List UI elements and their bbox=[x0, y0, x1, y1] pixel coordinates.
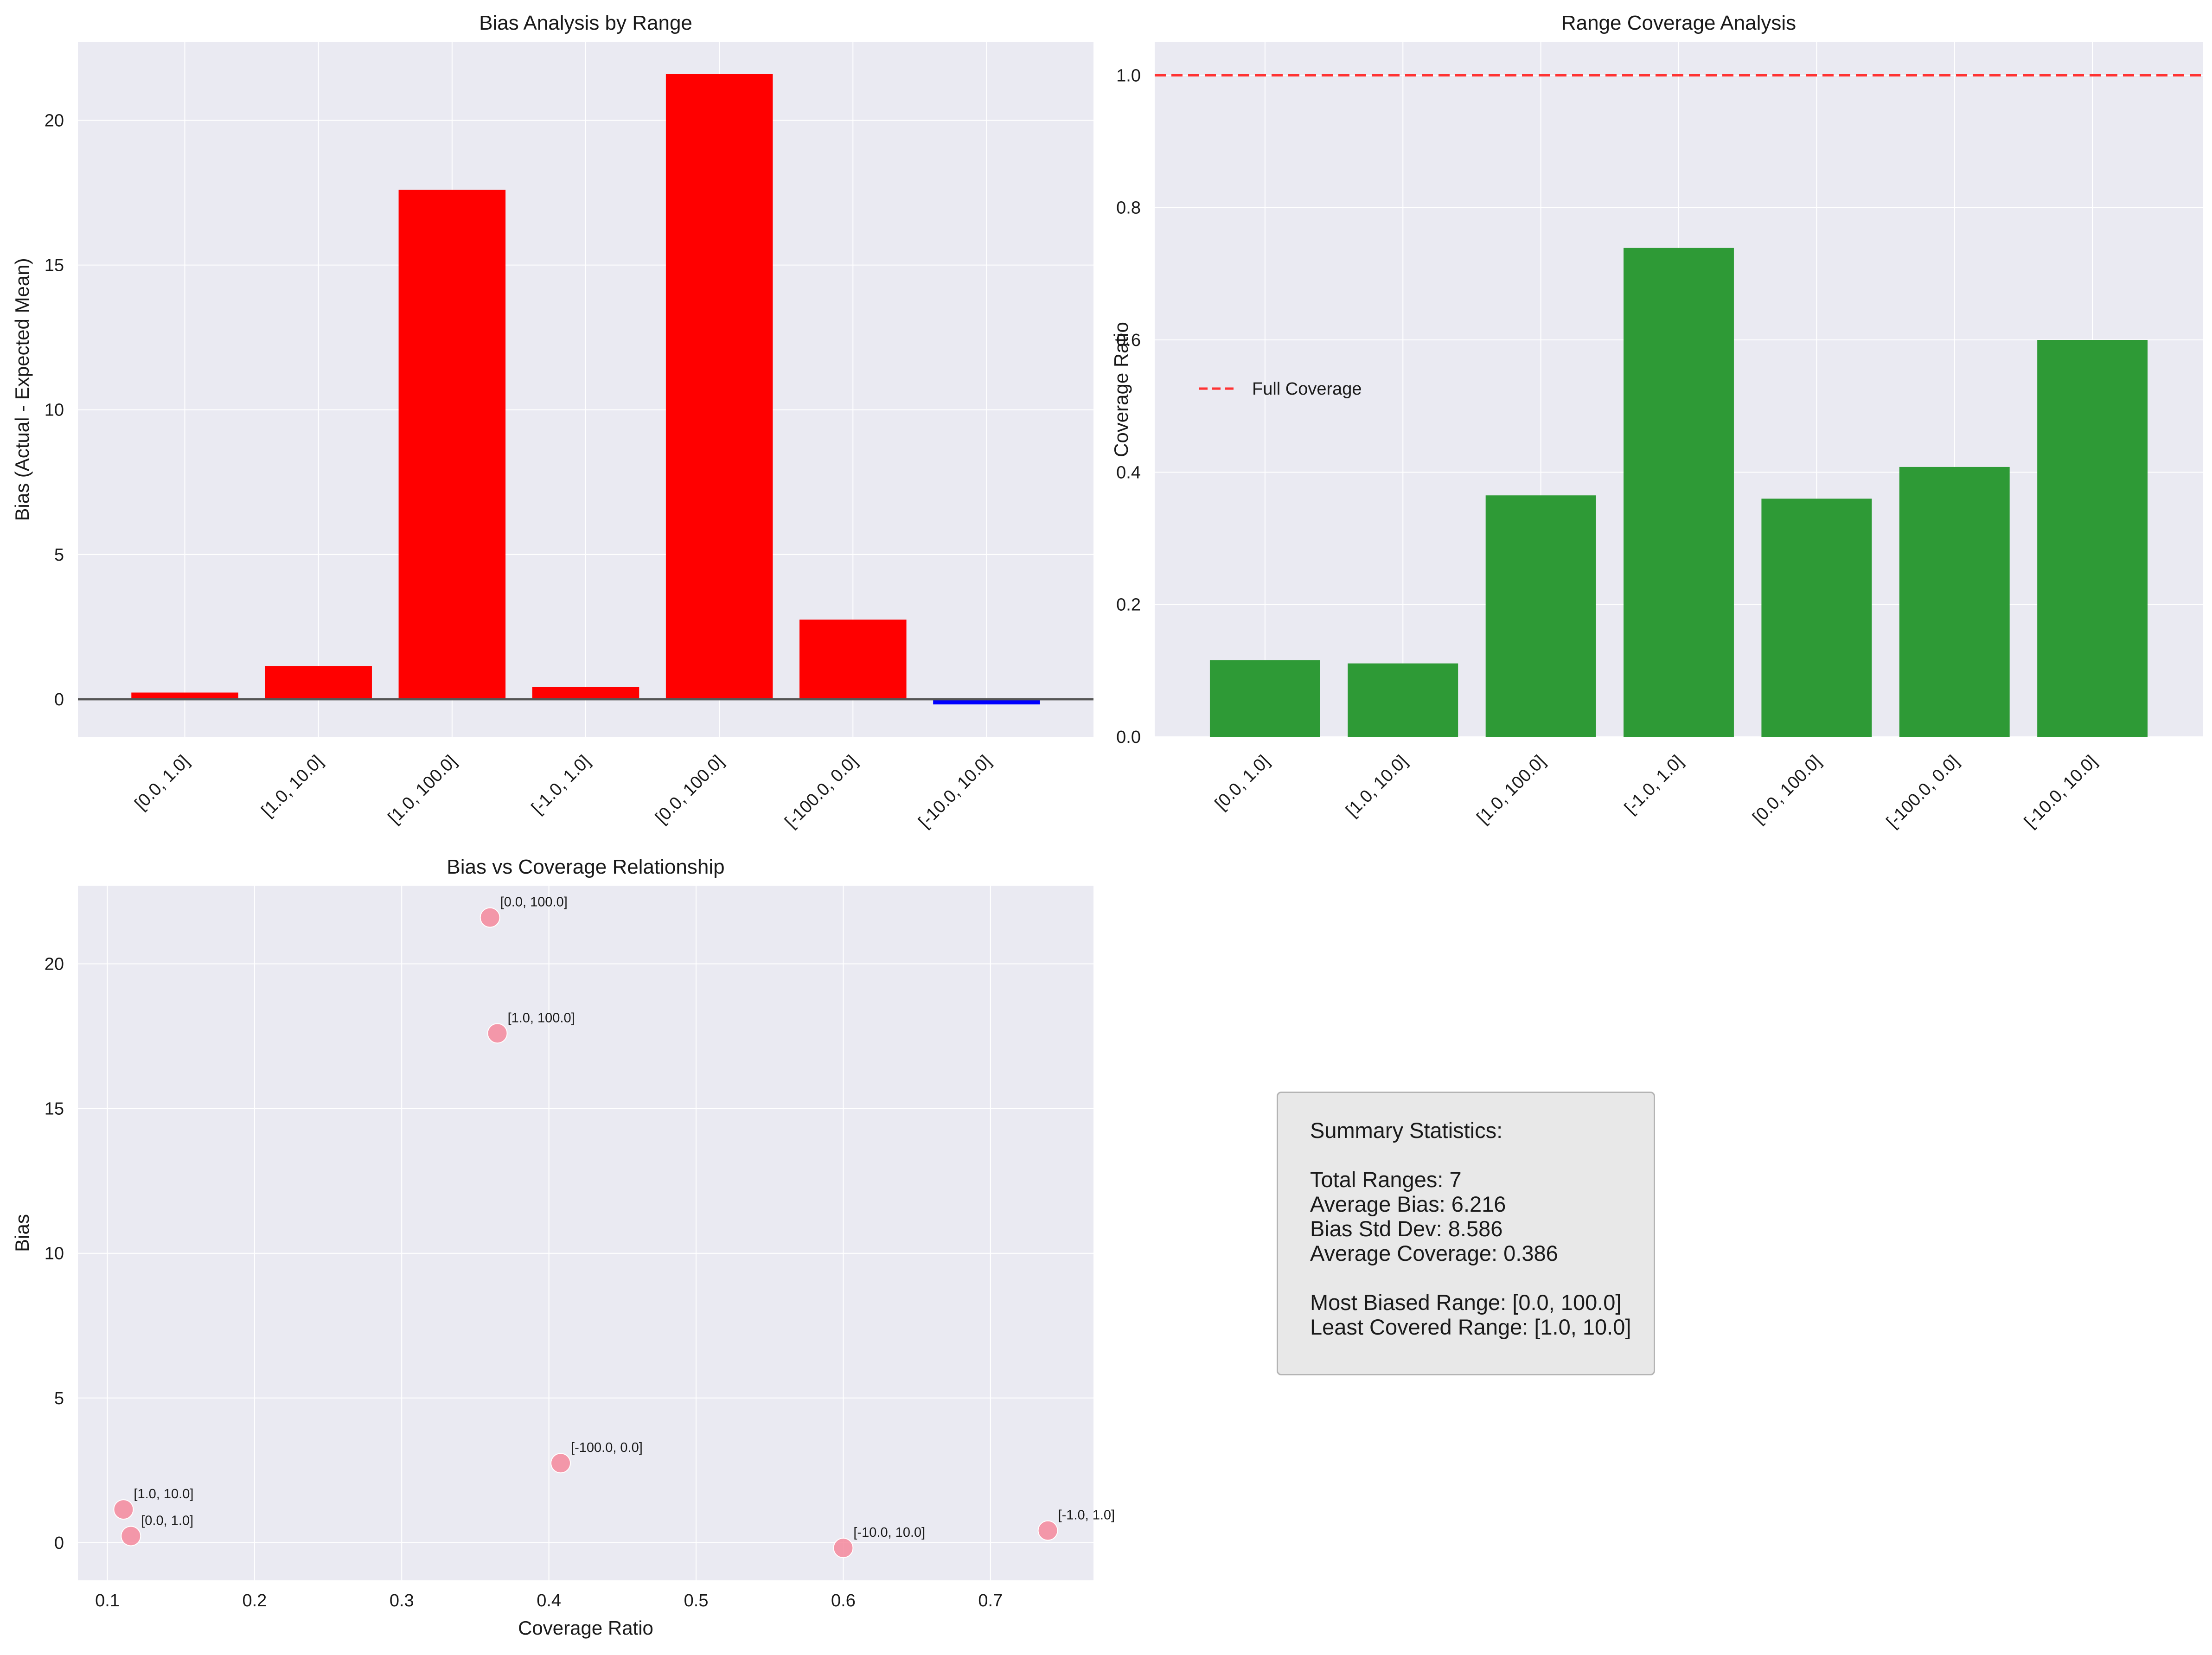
bar bbox=[665, 74, 773, 699]
x-tick-label: [-1.0, 1.0] bbox=[1621, 752, 1687, 818]
x-tick-label: [1.0, 100.0] bbox=[1473, 752, 1549, 828]
bias-chart-ylabel: Bias (Actual - Expected Mean) bbox=[11, 258, 33, 521]
x-tick-label: 0.2 bbox=[242, 1591, 267, 1610]
bar bbox=[265, 666, 372, 699]
coverage-legend: Full Coverage bbox=[1199, 379, 1362, 399]
y-tick-label: 15 bbox=[45, 1099, 64, 1119]
y-tick-label: 1.0 bbox=[1116, 66, 1141, 85]
x-tick-label: 0.4 bbox=[537, 1591, 561, 1610]
summary-statistics-box: Summary Statistics: Total Ranges: 7 Aver… bbox=[1277, 1092, 1655, 1375]
scatter-point bbox=[487, 1023, 508, 1044]
x-tick-label: [-100.0, 0.0] bbox=[1883, 752, 1963, 832]
x-tick-label: 0.6 bbox=[831, 1591, 856, 1610]
summary-most-biased-range: Most Biased Range: [0.0, 100.0] bbox=[1310, 1290, 1622, 1315]
y-tick-label: 10 bbox=[45, 1244, 64, 1264]
y-tick-label: 0.8 bbox=[1116, 198, 1141, 218]
y-tick-label: 5 bbox=[54, 545, 64, 565]
point-annotation: [0.0, 1.0] bbox=[141, 1514, 193, 1528]
x-tick-label: [1.0, 10.0] bbox=[1342, 752, 1411, 821]
x-tick-label: [-10.0, 10.0] bbox=[915, 752, 995, 832]
scatter-point bbox=[1037, 1520, 1058, 1541]
x-tick-label: [-100.0, 0.0] bbox=[781, 752, 862, 832]
y-tick-label: 20 bbox=[45, 955, 64, 974]
bar bbox=[933, 699, 1040, 705]
bias-chart-title: Bias Analysis by Range bbox=[479, 12, 692, 34]
point-annotation: [-100.0, 0.0] bbox=[571, 1440, 643, 1455]
bar bbox=[1899, 466, 2010, 737]
bar bbox=[1485, 495, 1596, 737]
point-annotation: [-10.0, 10.0] bbox=[853, 1525, 925, 1540]
bar bbox=[1209, 660, 1320, 737]
y-tick-label: 0 bbox=[54, 690, 64, 709]
bar bbox=[131, 692, 238, 699]
y-tick-label: 10 bbox=[45, 401, 64, 420]
y-tick-label: 0.0 bbox=[1116, 728, 1141, 747]
x-tick-label: 0.3 bbox=[390, 1591, 414, 1610]
bias-by-range-chart: 0 5 10 15 20 [0.0, 1.0] [1.0, 10.0] [1.0, 100.… bbox=[11, 12, 1093, 832]
x-tick-label: [0.0, 1.0] bbox=[131, 752, 193, 814]
bias-vs-coverage-chart: [0.0, 1.0] [1.0, 10.0] [1.0, 100.0] [-1.0, … bbox=[11, 856, 1115, 1639]
y-tick-label: 0.6 bbox=[1116, 331, 1141, 350]
scatter-point bbox=[550, 1453, 571, 1474]
point-annotation: [1.0, 100.0] bbox=[508, 1010, 575, 1025]
scatter-point bbox=[479, 907, 500, 928]
y-tick-label: 0.2 bbox=[1116, 595, 1141, 615]
legend-full-coverage-label: Full Coverage bbox=[1252, 379, 1362, 399]
bar bbox=[532, 687, 639, 699]
x-tick-label: 0.1 bbox=[95, 1591, 120, 1610]
bar bbox=[2037, 340, 2148, 737]
x-tick-label: 0.5 bbox=[684, 1591, 709, 1610]
scatter-ylabel: Bias bbox=[11, 1214, 33, 1252]
scatter-title: Bias vs Coverage Relationship bbox=[447, 856, 724, 878]
point-annotation: [-1.0, 1.0] bbox=[1058, 1508, 1115, 1523]
scatter-xlabel: Coverage Ratio bbox=[518, 1617, 653, 1639]
bar bbox=[1624, 248, 1734, 737]
x-tick-label: [-10.0, 10.0] bbox=[2020, 752, 2101, 832]
summary-average-coverage: Average Coverage: 0.386 bbox=[1310, 1241, 1558, 1265]
x-tick-label: 0.7 bbox=[978, 1591, 1003, 1610]
x-tick-label: [-1.0, 1.0] bbox=[528, 752, 594, 818]
y-tick-label: 0 bbox=[54, 1534, 64, 1553]
point-annotation: [1.0, 10.0] bbox=[134, 1487, 193, 1502]
point-annotation: [0.0, 100.0] bbox=[500, 895, 568, 910]
y-tick-label: 0.4 bbox=[1116, 463, 1141, 482]
bar bbox=[1761, 498, 1872, 737]
bar bbox=[799, 620, 907, 699]
scatter-point bbox=[113, 1499, 134, 1520]
x-tick-label: [1.0, 100.0] bbox=[384, 752, 460, 828]
scatter-point bbox=[833, 1538, 854, 1559]
x-tick-label: [1.0, 10.0] bbox=[258, 752, 327, 821]
y-tick-label: 20 bbox=[45, 111, 64, 131]
y-tick-label: 15 bbox=[45, 256, 64, 275]
summary-average-bias: Average Bias: 6.216 bbox=[1310, 1192, 1506, 1216]
summary-least-covered-range: Least Covered Range: [1.0, 10.0] bbox=[1310, 1315, 1631, 1339]
coverage-chart: 0.0 0.2 0.4 0.6 0.8 1.0 [0.0, 1.0] [1.0, 10.0]… bbox=[1110, 12, 2203, 832]
x-tick-label: [0.0, 100.0] bbox=[652, 752, 728, 828]
summary-heading: Summary Statistics: bbox=[1310, 1118, 1503, 1143]
scatter-plot-area bbox=[78, 886, 1093, 1580]
bar bbox=[1348, 663, 1458, 737]
x-tick-label: [0.0, 100.0] bbox=[1749, 752, 1825, 828]
y-tick-label: 5 bbox=[54, 1389, 64, 1408]
summary-total-ranges: Total Ranges: 7 bbox=[1310, 1167, 1462, 1192]
coverage-chart-ylabel: Coverage Ratio bbox=[1110, 322, 1132, 457]
summary-bias-std-dev: Bias Std Dev: 8.586 bbox=[1310, 1216, 1503, 1241]
coverage-chart-title: Range Coverage Analysis bbox=[1561, 12, 1796, 34]
bar bbox=[398, 190, 506, 699]
scatter-point bbox=[121, 1526, 141, 1546]
x-tick-label: [0.0, 1.0] bbox=[1211, 752, 1273, 814]
